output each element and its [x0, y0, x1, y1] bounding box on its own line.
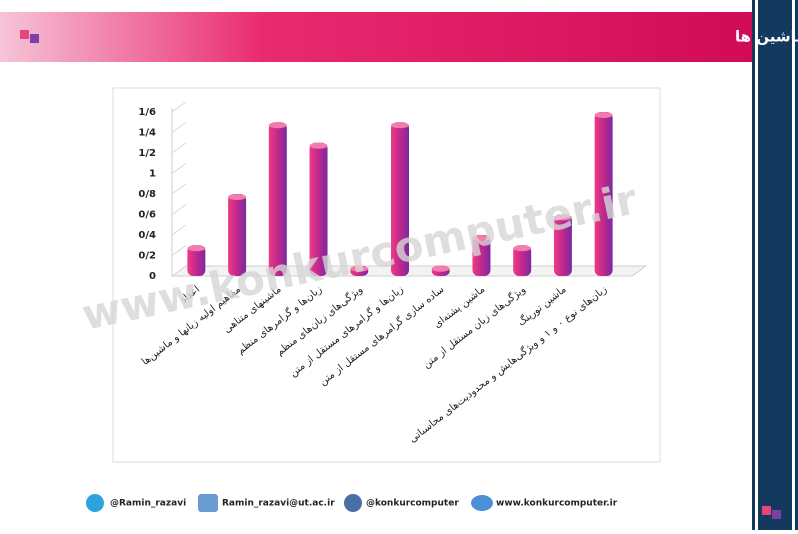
- bar: [391, 122, 409, 276]
- bar: [309, 142, 328, 276]
- bar-top: [228, 194, 247, 200]
- footer-telegram: @Ramin_razavi: [110, 499, 186, 509]
- bar-top: [513, 245, 532, 252]
- grid-line: [171, 142, 187, 154]
- side-bar: [752, 0, 798, 530]
- side-stripe: [792, 0, 795, 530]
- y-tick-label: 1/4: [138, 128, 156, 139]
- grid-line: [171, 101, 187, 113]
- bar: [472, 235, 491, 276]
- bar: [228, 194, 247, 276]
- bar-top: [472, 235, 491, 241]
- header-icon: [20, 30, 29, 39]
- bar-top: [553, 214, 572, 221]
- y-tick-label: 0/4: [138, 230, 156, 241]
- grid-line: [171, 204, 187, 215]
- y-tick-label: 1/2: [138, 148, 156, 159]
- grid-line: [171, 122, 187, 133]
- bar: [513, 245, 532, 276]
- bar-top: [391, 122, 409, 129]
- telegram-icon: [86, 494, 104, 512]
- bar-top: [350, 265, 369, 272]
- bar: [268, 122, 287, 276]
- grid-line: [171, 245, 187, 256]
- y-tick-label: 0/2: [138, 251, 156, 262]
- bar: [594, 112, 613, 276]
- footer-instagram: @konkurcomputer: [366, 499, 459, 509]
- grid-line: [171, 183, 187, 195]
- side-stripe: [755, 0, 758, 530]
- header-icon: [30, 34, 39, 43]
- footer-email: Ramin_razavi@ut.ac.ir: [222, 499, 335, 509]
- header-band: [0, 12, 752, 62]
- slide-title: نمودار میله ای درجه اهمیت فصل به فصل نظر…: [735, 28, 798, 46]
- bar-top: [594, 112, 613, 118]
- side-icon: [762, 506, 771, 515]
- footer-website: www.konkurcomputer.ir: [496, 499, 618, 509]
- grid-line: [171, 265, 187, 277]
- y-tick-label: 0/6: [138, 210, 156, 221]
- bar: [553, 214, 572, 276]
- side-icon: [772, 510, 781, 519]
- grid-line: [171, 224, 187, 236]
- bar-top: [309, 142, 328, 149]
- instagram-icon: [344, 494, 362, 512]
- footer: @Ramin_razavi Ramin_razavi@ut.ac.ir @kon…: [86, 494, 618, 512]
- web-icon: [471, 495, 493, 511]
- y-tick-label: 0: [149, 271, 156, 282]
- grid-line: [171, 163, 187, 174]
- bar-top: [268, 122, 287, 129]
- bar: [187, 245, 206, 276]
- y-tick-label: 0/8: [138, 189, 156, 200]
- y-tick-label: 1/6: [138, 107, 156, 118]
- y-tick-label: 1: [149, 169, 156, 180]
- bar-top: [187, 245, 206, 252]
- email-icon: [198, 494, 218, 512]
- bar-top: [431, 265, 450, 272]
